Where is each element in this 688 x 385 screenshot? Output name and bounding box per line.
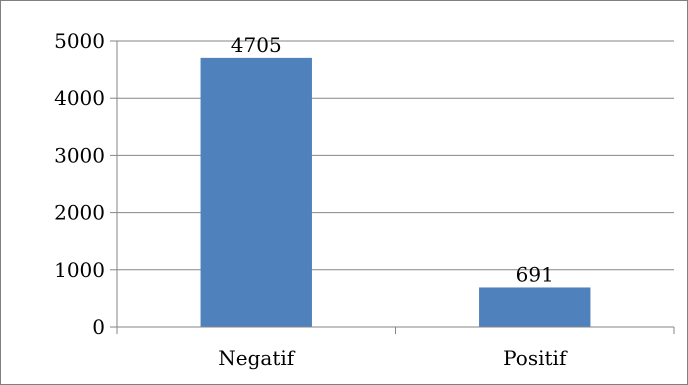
y-tick-label: 2000 [54,201,105,225]
y-tick-label: 4000 [54,86,105,110]
bar-positif [479,287,591,327]
y-tick-label: 0 [92,315,105,339]
data-label: 691 [516,262,554,286]
data-label: 4705 [231,33,282,57]
axes [110,40,675,334]
y-tick-label: 5000 [54,29,105,53]
x-category-label: Negatif [218,346,295,370]
bars [200,57,591,328]
x-category-label: Positif [503,346,568,370]
labels: 0 1000 2000 3000 4000 5000 4705 Negatif 691 Posit… [54,29,568,370]
bar-negatif [200,57,312,328]
y-tick-label: 3000 [54,143,105,167]
y-tick-label: 1000 [54,258,105,282]
